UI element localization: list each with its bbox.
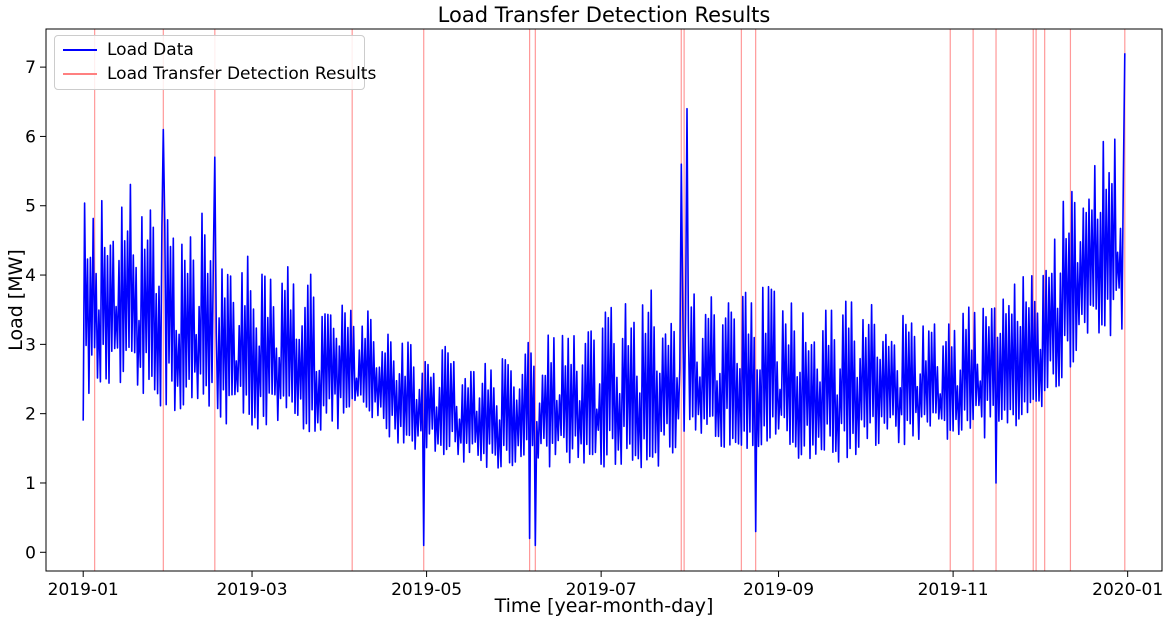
x-tick-label: 2020-01	[1092, 580, 1163, 600]
legend-item-detection: Load Transfer Detection Results	[63, 64, 376, 84]
y-tick-label: 0	[25, 543, 36, 563]
legend-item-load-data: Load Data	[63, 40, 194, 60]
x-tick-label: 2019-11	[918, 580, 989, 600]
legend-label-load-data: Load Data	[107, 40, 194, 60]
x-tick-label: 2019-03	[217, 580, 288, 600]
y-tick-label: 3	[25, 335, 36, 355]
plot-frame	[45, 28, 1163, 572]
y-tick-label: 4	[25, 266, 36, 286]
legend: Load Data Load Transfer Detection Result…	[54, 35, 376, 90]
y-axis: 0 1 2 3 4 5 6 7	[25, 58, 46, 563]
detection-lines	[94, 29, 1126, 571]
x-axis: 2019-01 2019-03 2019-05 2019-07 2019-09 2019-…	[48, 571, 1163, 600]
y-tick-label: 2	[25, 405, 36, 425]
legend-swatch-detection	[63, 73, 97, 75]
x-tick-label: 2019-01	[48, 580, 119, 600]
legend-swatch-load-data	[63, 49, 97, 51]
y-tick-label: 6	[25, 127, 36, 147]
load-data-series	[82, 53, 1126, 547]
y-tick-label: 5	[25, 197, 36, 217]
chart-title: Load Transfer Detection Results	[438, 3, 771, 27]
legend-label-detection: Load Transfer Detection Results	[107, 64, 377, 84]
x-tick-label: 2019-07	[566, 580, 637, 600]
x-tick-label: 2019-05	[391, 580, 462, 600]
y-tick-label: 1	[25, 474, 36, 494]
y-axis-label: Load [MW]	[5, 249, 27, 351]
x-axis-label: Time [year-month-day]	[494, 595, 714, 617]
load-data-line	[82, 53, 1126, 547]
x-tick-label: 2019-09	[743, 580, 814, 600]
y-tick-label: 7	[25, 58, 36, 78]
